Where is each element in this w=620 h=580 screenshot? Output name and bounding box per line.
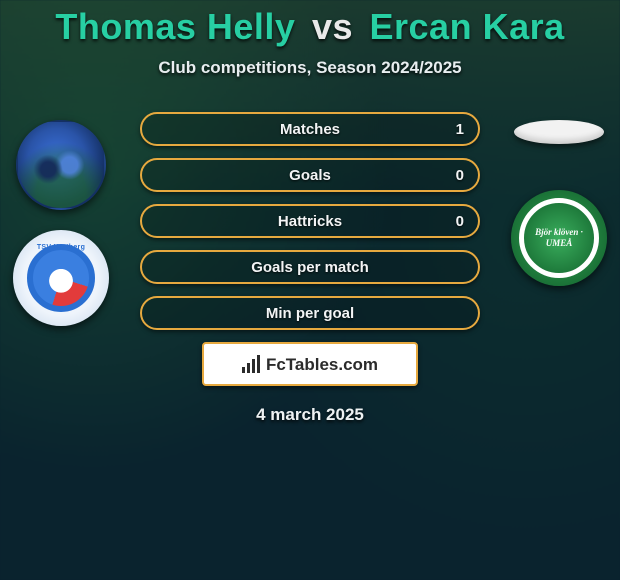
stat-label: Goals per match [251, 259, 369, 276]
stat-right-value: 0 [456, 160, 464, 190]
date-stamp: 4 march 2025 [0, 406, 620, 423]
stat-row-goals-per-match: Goals per match [140, 250, 480, 284]
stat-row-hattricks: Hattricks 0 [140, 204, 480, 238]
stat-row-min-per-goal: Min per goal [140, 296, 480, 330]
stat-row-goals: Goals 0 [140, 158, 480, 192]
brand-chart-icon [242, 355, 260, 373]
stat-label: Goals [289, 167, 331, 184]
stat-right-value: 1 [456, 114, 464, 144]
content-root: Thomas Helly vs Ercan Kara Club competit… [0, 0, 620, 580]
stat-row-matches: Matches 1 [140, 112, 480, 146]
stat-right-value: 0 [456, 206, 464, 236]
stats-list: Matches 1 Goals 0 Hattricks 0 Goals per … [0, 112, 620, 330]
stat-label: Min per goal [266, 305, 354, 322]
page-title: Thomas Helly vs Ercan Kara [0, 0, 620, 48]
brand-box[interactable]: FcTables.com [202, 342, 418, 386]
subtitle: Club competitions, Season 2024/2025 [0, 58, 620, 78]
stat-label: Hattricks [278, 213, 342, 230]
title-vs: vs [312, 6, 353, 47]
title-player2: Ercan Kara [370, 6, 565, 47]
stat-label: Matches [280, 121, 340, 138]
title-player1: Thomas Helly [55, 6, 295, 47]
brand-text: FcTables.com [266, 356, 378, 373]
